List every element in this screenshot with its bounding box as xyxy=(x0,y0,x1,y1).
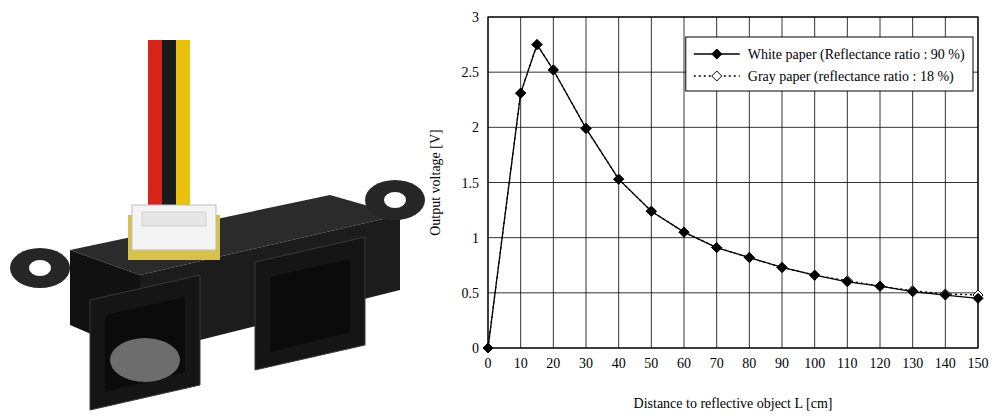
plot-background xyxy=(488,17,978,348)
data-point xyxy=(532,40,542,50)
data-point xyxy=(908,287,918,297)
data-point xyxy=(646,206,656,216)
y-tick-label: 3 xyxy=(472,10,479,25)
y-tick-label: 0.5 xyxy=(462,286,480,301)
x-tick-label: 120 xyxy=(870,356,891,371)
x-tick-label: 0 xyxy=(485,356,492,371)
data-point xyxy=(744,253,754,263)
data-point xyxy=(777,262,787,272)
legend-label: White paper (Reflectance ratio : 90 %) xyxy=(748,47,965,63)
connector-slot xyxy=(142,212,206,226)
grid-line-y xyxy=(488,182,978,183)
legend-label: Gray paper (reflectance ratio : 18 %) xyxy=(748,69,954,85)
y-tick-label: 2.5 xyxy=(462,65,480,80)
data-point xyxy=(810,270,820,280)
sensor-illustration xyxy=(10,40,425,410)
x-axis-title: Distance to reflective object L [cm] xyxy=(634,396,833,411)
y-tick-label: 2 xyxy=(472,120,479,135)
data-point xyxy=(875,281,885,291)
data-point xyxy=(712,243,722,253)
x-tick-label: 70 xyxy=(710,356,724,371)
data-point xyxy=(581,123,591,133)
mount-ear-left xyxy=(10,248,70,288)
x-tick-label: 30 xyxy=(579,356,593,371)
lens-window-right xyxy=(270,259,350,352)
data-point xyxy=(581,123,591,133)
x-tick-label: 50 xyxy=(644,356,658,371)
data-point xyxy=(614,174,624,184)
mount-ear-right xyxy=(365,180,425,220)
data-point xyxy=(516,88,526,98)
mount-hole-right xyxy=(384,192,406,208)
wire-red xyxy=(148,40,162,215)
data-point xyxy=(483,343,493,353)
grid-line-y xyxy=(488,127,978,128)
data-point xyxy=(973,293,983,303)
wire-black xyxy=(162,40,176,215)
x-tick-label: 100 xyxy=(804,356,825,371)
data-point xyxy=(875,281,885,291)
data-point xyxy=(744,253,754,263)
data-point xyxy=(532,40,542,50)
lens-window-left xyxy=(105,297,185,392)
x-tick-label: 60 xyxy=(677,356,691,371)
grid-line-y xyxy=(488,237,978,238)
y-axis-title: Output voltage [V] xyxy=(428,129,443,236)
lens-housing-right xyxy=(255,237,365,370)
x-tick-label: 80 xyxy=(742,356,756,371)
legend-box xyxy=(686,37,973,91)
mount-hole-left xyxy=(29,260,51,276)
data-point xyxy=(679,227,689,237)
data-point xyxy=(483,343,493,353)
x-tick-label: 40 xyxy=(612,356,626,371)
grid-line-y xyxy=(488,292,978,293)
x-tick-label: 150 xyxy=(968,356,989,371)
plot-frame xyxy=(488,17,978,348)
chart: 0 10 20 30 40 50 60 70 80 90 100 110 120 130 140 150 0 0.… xyxy=(428,10,989,411)
data-point xyxy=(548,65,558,75)
data-point xyxy=(516,88,526,98)
legend: White paper (Reflectance ratio : 90 %) Gr… xyxy=(686,37,973,91)
y-tick-label: 0 xyxy=(472,341,479,356)
data-point xyxy=(842,277,852,287)
data-point xyxy=(777,262,787,272)
x-tick-label: 130 xyxy=(902,356,923,371)
lens-housing-left xyxy=(90,275,200,410)
x-tick-label: 20 xyxy=(546,356,560,371)
legend-marker xyxy=(712,71,722,81)
x-tick-label: 10 xyxy=(514,356,528,371)
data-point xyxy=(940,290,950,300)
x-tick-label: 140 xyxy=(935,356,956,371)
connector xyxy=(132,205,216,250)
legend-marker xyxy=(712,49,722,59)
y-tick-label: 1.5 xyxy=(462,176,480,191)
data-point xyxy=(548,65,558,75)
canvas: 0 10 20 30 40 50 60 70 80 90 100 110 120 130 140 150 0 0.… xyxy=(0,0,995,418)
lens-left xyxy=(110,338,180,382)
y-tick-label: 1 xyxy=(472,231,479,246)
wire-yellow xyxy=(176,40,190,215)
x-tick-label: 110 xyxy=(837,356,857,371)
x-tick-label: 90 xyxy=(775,356,789,371)
data-point xyxy=(712,243,722,253)
data-point xyxy=(810,270,820,280)
data-point xyxy=(679,227,689,237)
